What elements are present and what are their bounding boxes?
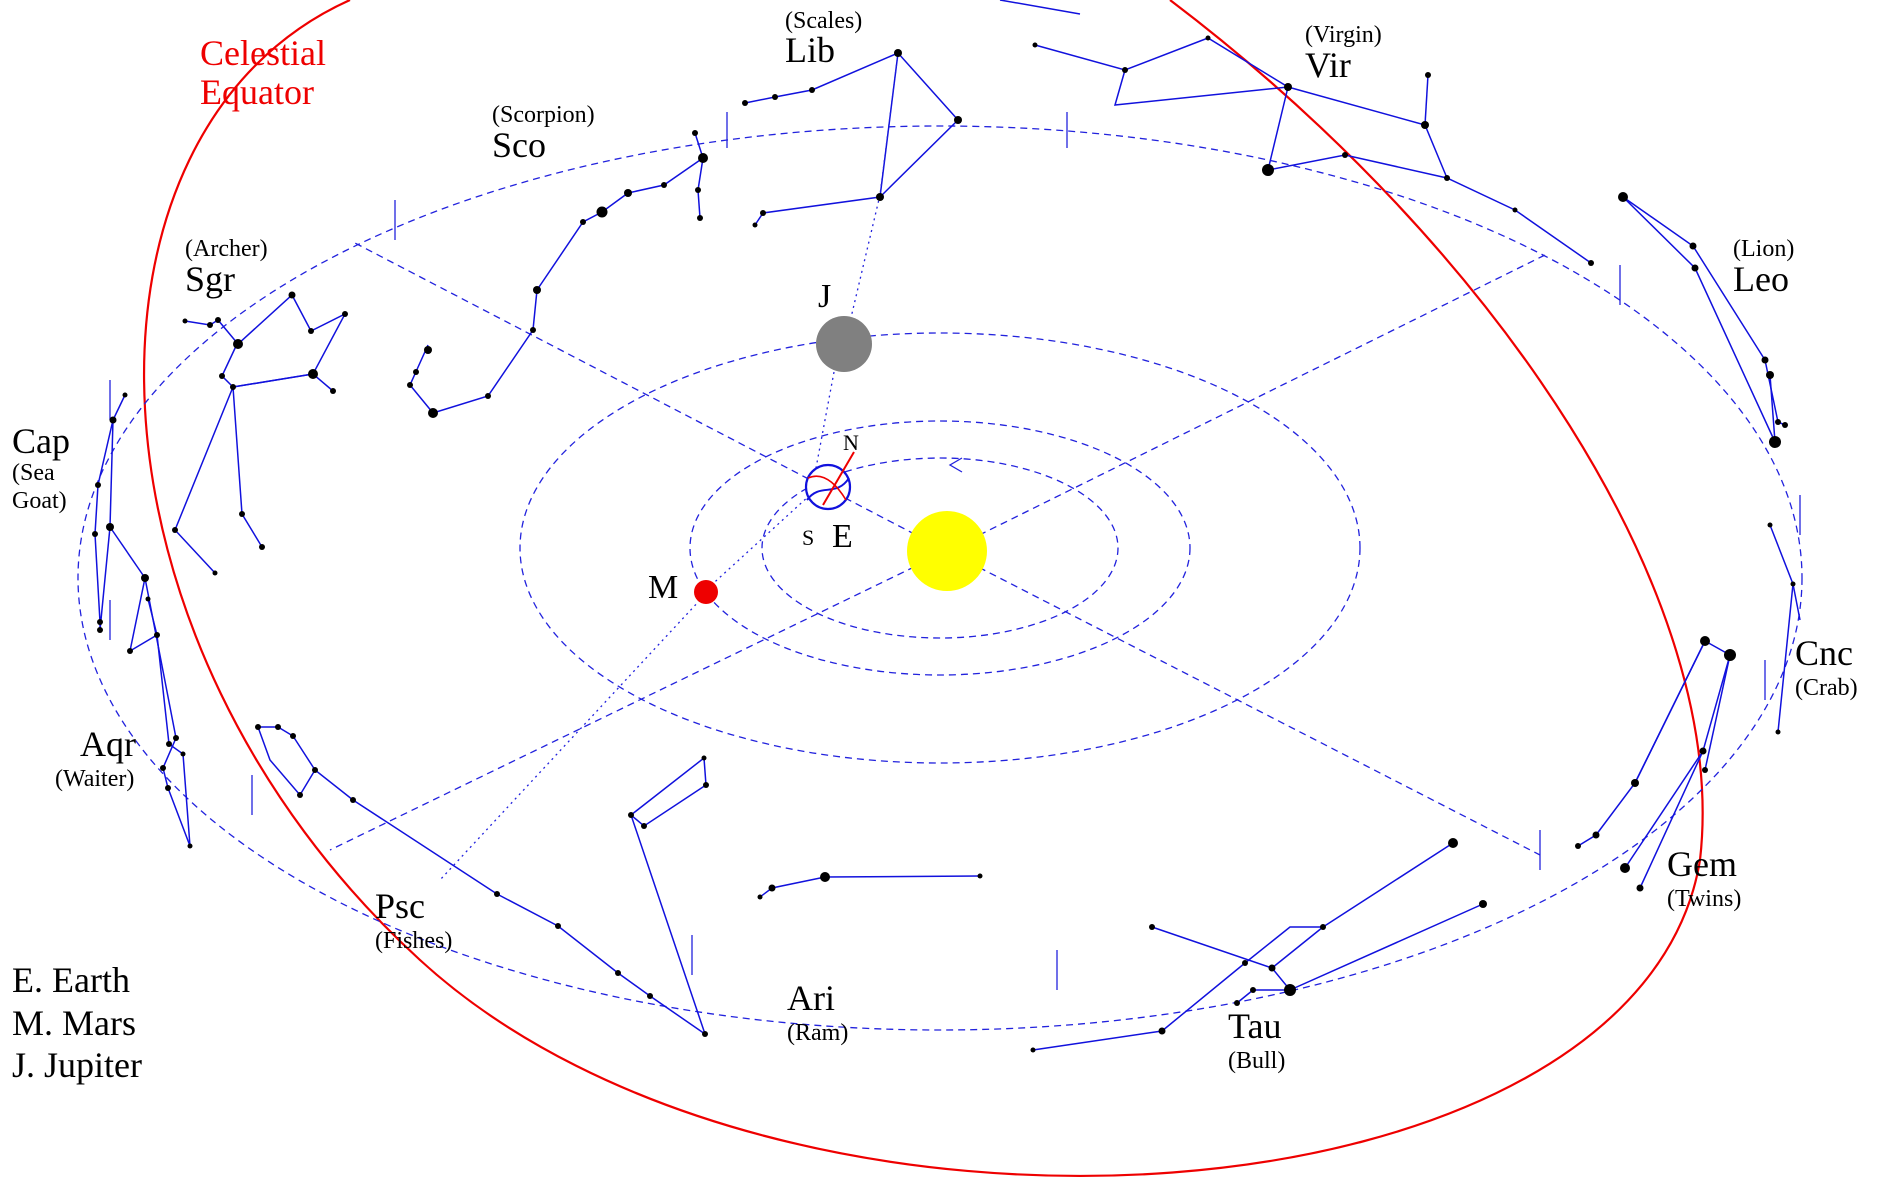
ari-figure: [759, 875, 981, 898]
psc-name: (Fishes): [375, 928, 452, 954]
earth-north-label: N: [843, 430, 859, 455]
legend-item-jupiter: J. Jupiter: [12, 1045, 142, 1085]
aqr-name: (Waiter): [55, 766, 134, 792]
cnc-name: (Crab): [1795, 675, 1858, 701]
sco-name: (Scorpion): [492, 102, 595, 128]
lib-name: (Scales): [785, 8, 862, 34]
earth-orbit: [761, 457, 1119, 639]
mars: [694, 580, 718, 604]
sgr-figure: [184, 293, 347, 388]
constellation-labels: (Scales) Lib (Virgin) Vir (Scorpion) Sco…: [12, 8, 1858, 1074]
cap-name-line2: Goat): [12, 488, 67, 514]
lib-abbr: Lib: [785, 30, 835, 70]
sgr-abbr: Sgr: [185, 259, 235, 299]
sgr-name: (Archer): [185, 236, 268, 262]
ari-abbr: Ari: [787, 978, 835, 1018]
sco-figure: [694, 132, 704, 219]
cap-name-line1: (Sea: [12, 460, 55, 486]
leo-abbr: Leo: [1733, 259, 1789, 299]
earth-south-label: S: [802, 525, 814, 550]
legend: E. Earth M. Mars J. Jupiter: [12, 960, 142, 1085]
cnc-figure: [1769, 524, 1794, 733]
ecliptic-tick-marks: [109, 112, 1801, 990]
orbit-direction-arrow: [948, 457, 963, 473]
psc-abbr: Psc: [375, 886, 425, 926]
sun: [907, 511, 987, 591]
psc-figure: [258, 726, 706, 1035]
tau-figure: [1032, 842, 1454, 1051]
legend-item-earth: E. Earth: [12, 960, 130, 1000]
ari-name: (Ram): [787, 1020, 848, 1046]
mars-orbit: [689, 420, 1191, 676]
gem-name: (Twins): [1667, 886, 1741, 912]
jupiter-label: J: [818, 278, 831, 315]
aqr-abbr: Aqr: [80, 724, 136, 764]
constellation-lines: [94, 0, 1801, 1051]
mars-label: M: [648, 569, 678, 606]
lib-figure: [744, 52, 960, 226]
tau-name: (Bull): [1228, 1048, 1285, 1074]
aqr-figure: [128, 577, 191, 847]
leo-figure: [1622, 196, 1786, 426]
leo-name: (Lion): [1733, 236, 1794, 262]
stars: [92, 35, 1796, 1053]
cnc-abbr: Cnc: [1795, 633, 1853, 673]
earth: [804, 451, 855, 511]
vir-name: (Virgin): [1305, 22, 1382, 48]
celestial-equator: [143, 0, 1704, 1177]
vir-abbr: Vir: [1305, 45, 1351, 85]
jupiter: [816, 316, 872, 372]
sco-abbr: Sco: [492, 125, 546, 165]
tau-abbr: Tau: [1228, 1006, 1281, 1046]
equator-label-line1: Celestial: [200, 33, 326, 73]
legend-item-mars: M. Mars: [12, 1003, 136, 1043]
cap-figure: [94, 394, 126, 631]
equator-label-line2: Equator: [200, 72, 314, 112]
radial-lines: [329, 242, 1546, 856]
earth-label: E: [832, 518, 853, 555]
ecliptic-ring: [77, 125, 1803, 1031]
jupiter-orbit: [519, 332, 1361, 764]
cap-abbr: Cap: [12, 421, 70, 461]
gem-abbr: Gem: [1667, 844, 1737, 884]
